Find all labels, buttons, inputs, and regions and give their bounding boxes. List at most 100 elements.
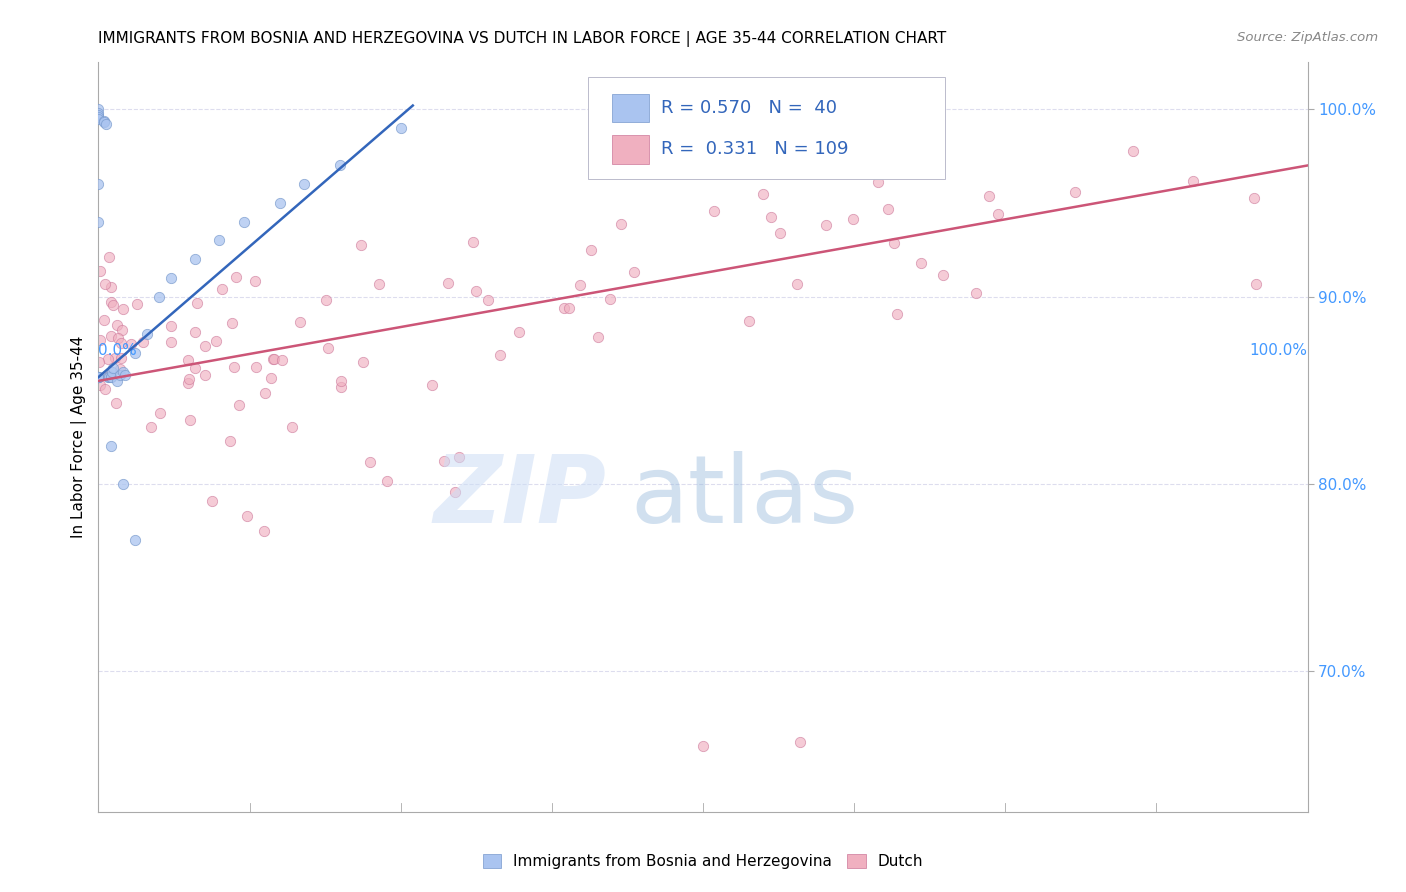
Point <box>703 203 725 218</box>
Point <box>623 265 645 279</box>
Point <box>586 330 609 344</box>
Point <box>789 735 811 749</box>
Point <box>87 110 110 124</box>
Point <box>1244 277 1267 292</box>
Point <box>100 364 122 378</box>
Point <box>100 295 122 310</box>
Point <box>1182 174 1205 188</box>
Point <box>489 348 512 362</box>
Point <box>235 508 257 523</box>
Point <box>228 398 250 412</box>
Point <box>211 282 233 296</box>
Point <box>148 289 170 303</box>
Legend: Immigrants from Bosnia and Herzegovina, Dutch: Immigrants from Bosnia and Herzegovina, … <box>477 848 929 875</box>
Text: 100.0%: 100.0% <box>1250 343 1308 359</box>
Point <box>184 325 207 339</box>
Point <box>987 207 1010 221</box>
Point <box>132 334 155 349</box>
Point <box>100 370 122 384</box>
Point <box>269 195 291 210</box>
FancyBboxPatch shape <box>613 135 648 163</box>
Point <box>105 374 128 388</box>
Point <box>104 351 127 365</box>
Point <box>87 370 110 384</box>
Point <box>177 352 200 367</box>
Point <box>569 277 592 292</box>
Point <box>219 434 242 448</box>
Point <box>330 380 353 394</box>
Point <box>114 368 136 383</box>
Point <box>148 406 170 420</box>
Point <box>101 297 124 311</box>
Point <box>769 227 792 241</box>
Point <box>87 177 110 191</box>
FancyBboxPatch shape <box>588 78 945 178</box>
Point <box>288 316 311 330</box>
Point <box>610 217 633 231</box>
Point <box>186 295 208 310</box>
Point <box>738 314 761 328</box>
Text: ZIP: ZIP <box>433 451 606 543</box>
Text: Source: ZipAtlas.com: Source: ZipAtlas.com <box>1237 31 1378 45</box>
Point <box>977 189 1000 203</box>
Point <box>176 376 198 390</box>
Point <box>877 202 900 216</box>
Point <box>110 351 132 366</box>
Point <box>281 420 304 434</box>
Point <box>108 368 131 383</box>
Point <box>87 370 110 384</box>
Point <box>558 301 581 315</box>
Point <box>111 364 134 378</box>
Point <box>1243 191 1265 205</box>
Point <box>98 251 121 265</box>
Point <box>89 264 111 278</box>
Point <box>444 485 467 500</box>
Point <box>89 377 111 392</box>
Point <box>87 102 110 116</box>
Point <box>87 370 110 384</box>
Point <box>910 256 932 270</box>
Point <box>184 252 207 266</box>
Point <box>599 292 621 306</box>
Point <box>100 439 122 453</box>
Point <box>194 339 217 353</box>
Point <box>292 177 315 191</box>
Point <box>316 342 339 356</box>
Point <box>179 413 201 427</box>
Point <box>94 382 117 396</box>
Point <box>329 158 352 172</box>
Point <box>245 359 267 374</box>
Text: IMMIGRANTS FROM BOSNIA AND HERZEGOVINA VS DUTCH IN LABOR FORCE | AGE 35-44 CORRE: IMMIGRANTS FROM BOSNIA AND HERZEGOVINA V… <box>98 31 946 47</box>
Point <box>1122 144 1144 158</box>
Point <box>477 293 499 308</box>
FancyBboxPatch shape <box>613 94 648 122</box>
Point <box>375 474 398 488</box>
Point <box>100 328 122 343</box>
Point <box>221 316 243 330</box>
Point <box>194 368 217 383</box>
Point <box>93 115 115 129</box>
Point <box>160 335 183 350</box>
Point <box>352 355 374 369</box>
Point <box>389 120 412 135</box>
Point <box>160 270 183 285</box>
Point <box>87 370 110 384</box>
Point <box>97 352 120 367</box>
Point <box>111 302 134 317</box>
Point <box>436 277 458 291</box>
Point <box>253 524 276 538</box>
Point <box>93 313 115 327</box>
Point <box>110 362 132 376</box>
Point <box>752 186 775 201</box>
Point <box>359 455 381 469</box>
Point <box>124 345 146 359</box>
Point <box>965 285 987 300</box>
Point <box>94 277 117 291</box>
Point <box>465 284 488 298</box>
Point <box>579 243 602 257</box>
Point <box>100 280 122 294</box>
Point <box>786 277 808 291</box>
Point <box>254 385 277 400</box>
Point <box>931 268 953 282</box>
Y-axis label: In Labor Force | Age 35-44: In Labor Force | Age 35-44 <box>72 336 87 538</box>
